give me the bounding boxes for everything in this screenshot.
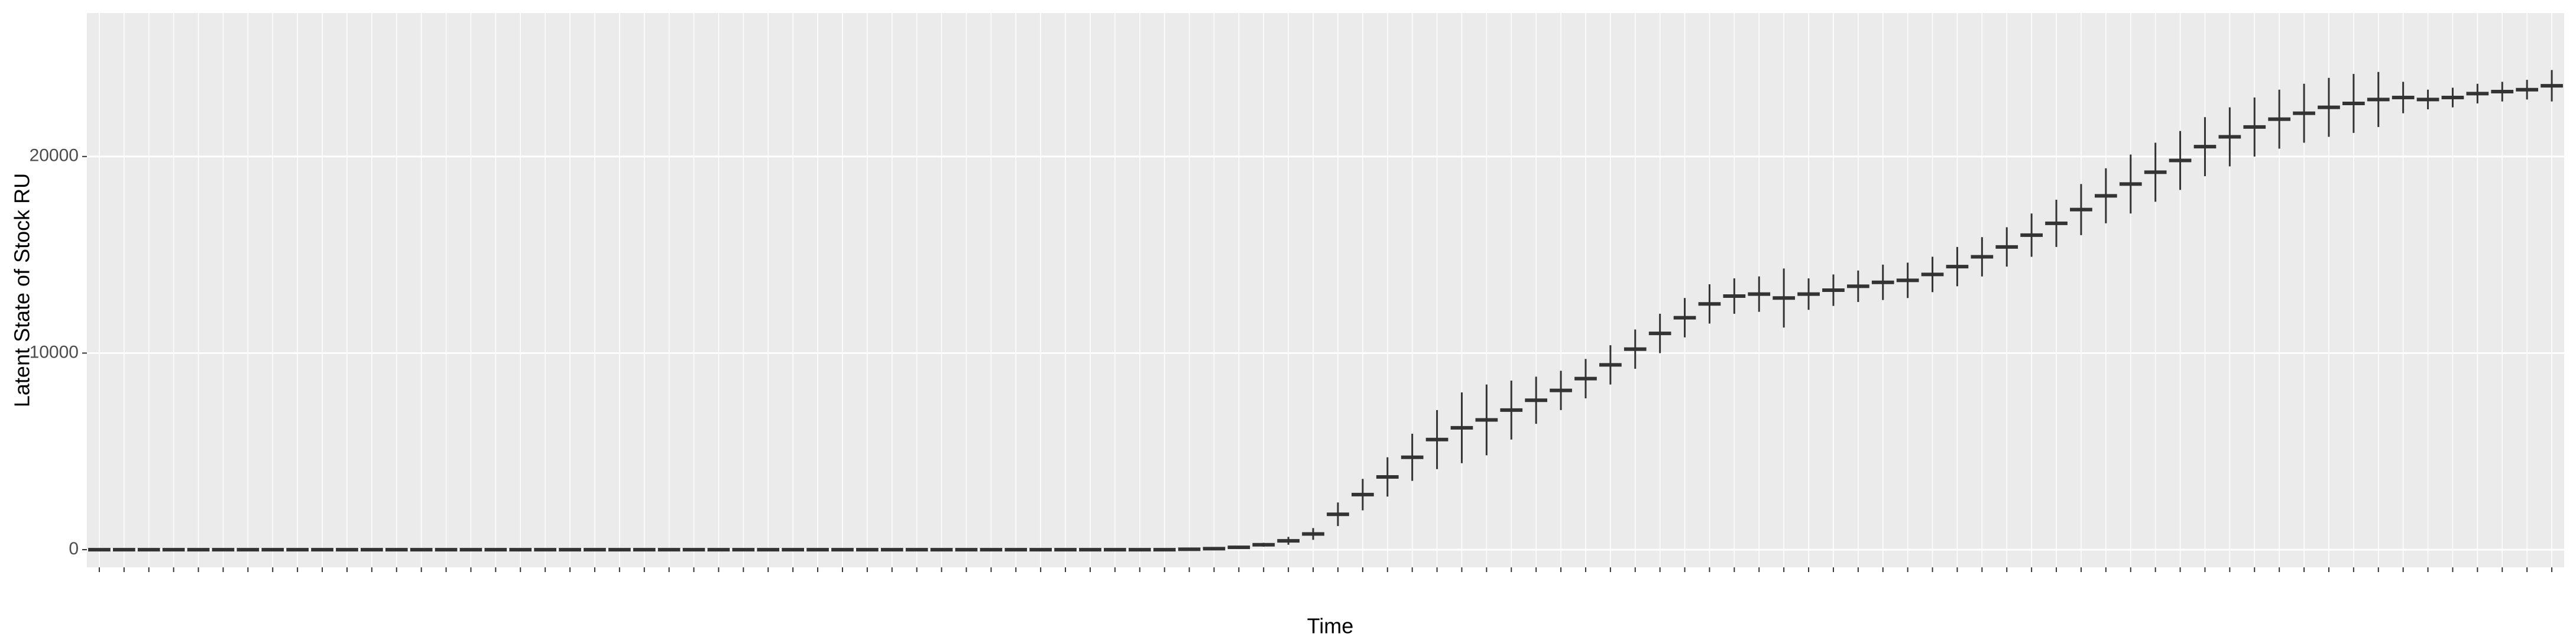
y-tick-label: 10000 — [30, 342, 79, 362]
y-tick-label: 20000 — [30, 146, 79, 165]
x-axis-title: Time — [1307, 614, 1354, 638]
y-tick-label: 0 — [69, 539, 79, 558]
y-axis-title: Latent State of Stock RU — [10, 173, 34, 407]
panel — [87, 13, 2564, 567]
